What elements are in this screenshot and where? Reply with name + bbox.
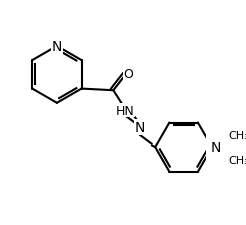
Text: O: O	[123, 68, 133, 81]
Text: CH₃: CH₃	[229, 130, 246, 140]
Text: HN: HN	[116, 104, 135, 117]
Text: CH₃: CH₃	[229, 155, 246, 165]
Text: N: N	[135, 121, 145, 135]
Text: N: N	[210, 141, 221, 154]
Text: N: N	[52, 40, 62, 54]
